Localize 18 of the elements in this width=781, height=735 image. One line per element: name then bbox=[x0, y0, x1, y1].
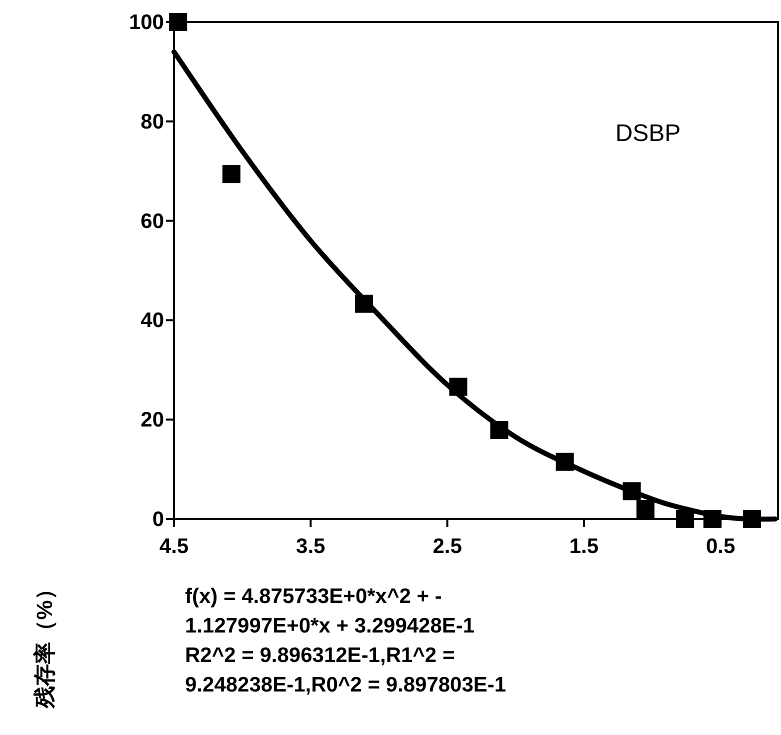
y-tick-label: 80 bbox=[140, 110, 164, 134]
y-tick-label: 60 bbox=[140, 210, 164, 233]
point bbox=[169, 13, 188, 31]
x-tick-label: 4.5 bbox=[159, 535, 189, 558]
y-tick-label: 40 bbox=[140, 309, 164, 332]
x-tick-label: 3.5 bbox=[296, 535, 326, 558]
y-tick-label: 100 bbox=[128, 11, 164, 34]
text: f(x) = 4.875733E+0*x^2 + - 1.127997E+0*x + 3.299428E-1 R2^2 = 9.896312E-1,R1^2 = 9.248238E-1,R0^2 = 9.897803E-1 bbox=[185, 585, 506, 696]
x-tick-label: 2.5 bbox=[432, 535, 462, 558]
y-tick-label: 20 bbox=[140, 408, 164, 432]
point bbox=[636, 500, 654, 518]
y-tick-label: 0 bbox=[152, 508, 164, 531]
y-axis-title: 残存率（%） bbox=[32, 578, 57, 709]
x-tick-label: 1.5 bbox=[569, 535, 599, 558]
annotation: DSBP bbox=[615, 120, 681, 147]
x-tick-label: 0.5 bbox=[706, 535, 736, 558]
point bbox=[222, 165, 240, 184]
point bbox=[676, 510, 694, 528]
